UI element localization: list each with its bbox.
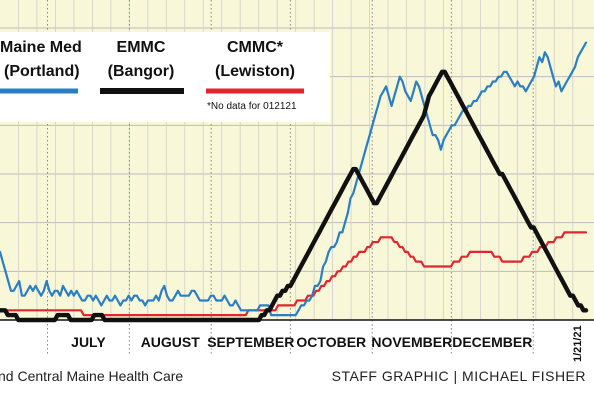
staff-graphic-credit: STAFF GRAPHIC | MICHAEL FISHER bbox=[331, 368, 586, 384]
legend-name-cmmc: CMMC* bbox=[227, 39, 284, 56]
legend-name-emmc: EMMC bbox=[117, 39, 166, 56]
legend-box bbox=[0, 32, 330, 122]
legend-footnote: *No data for 012121 bbox=[207, 101, 297, 112]
legend-name-maine-med: Maine Med bbox=[0, 39, 82, 56]
series-line-emmc bbox=[0, 69, 589, 323]
month-label-july: JULY bbox=[71, 334, 106, 350]
month-label-november: NOVEMBER bbox=[371, 334, 452, 350]
source-credit: nd Central Maine Health Care bbox=[0, 368, 184, 384]
month-labels: JULY AUGUST SEPTEMBER OCTOBER NOVEMBER DECEMB… bbox=[71, 334, 532, 350]
legend: Maine Med (Portland) EMMC (Bangor) CMMC*… bbox=[0, 39, 304, 112]
legend-sub-cmmc: (Lewiston) bbox=[215, 63, 295, 80]
legend-sub-emmc: (Bangor) bbox=[108, 63, 175, 80]
series-lines bbox=[0, 41, 589, 323]
month-label-december: DECEMBER bbox=[452, 334, 532, 350]
end-date-label: 1/21/21 bbox=[572, 325, 584, 362]
legend-sub-maine-med: (Portland) bbox=[4, 63, 80, 80]
month-label-october: OCTOBER bbox=[296, 334, 366, 350]
month-label-september: SEPTEMBER bbox=[207, 334, 294, 350]
series-line-maine-med bbox=[0, 41, 588, 317]
month-label-august: AUGUST bbox=[141, 334, 201, 350]
